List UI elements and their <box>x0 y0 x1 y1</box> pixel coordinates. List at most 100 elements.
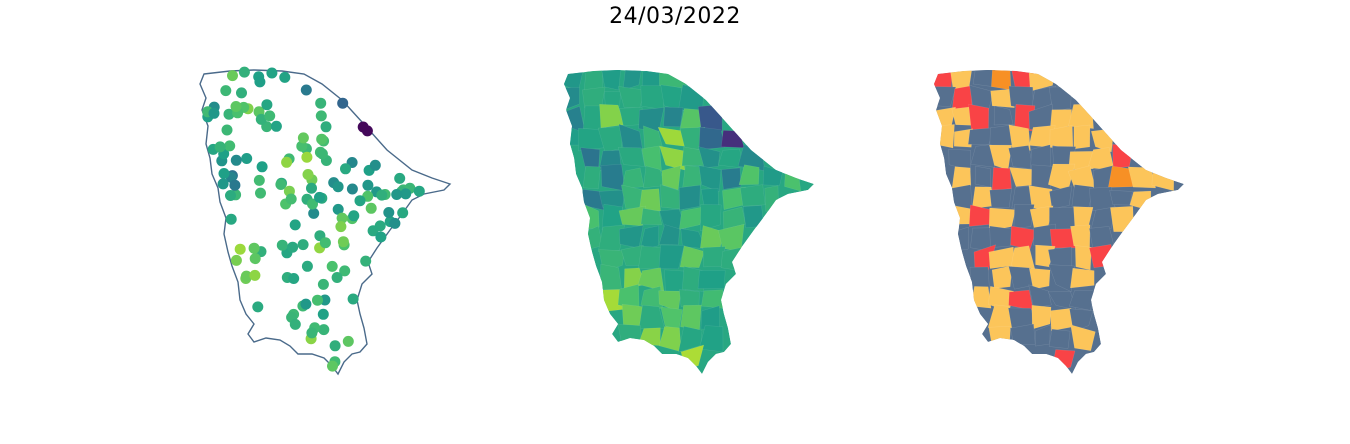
municipality-region <box>1090 206 1116 230</box>
station-point <box>369 159 381 171</box>
station-point <box>312 294 323 306</box>
station-point <box>230 101 242 112</box>
station-point <box>362 179 374 191</box>
municipality-region <box>948 148 971 171</box>
classified-choropleth-map <box>934 70 1184 374</box>
municipality-region <box>990 88 1015 109</box>
station-point <box>296 140 308 152</box>
station-point <box>288 273 300 284</box>
station-point <box>317 308 329 320</box>
municipality-region <box>659 70 687 89</box>
station-point <box>329 340 341 352</box>
municipality-region <box>988 325 1011 351</box>
municipality-region <box>1030 144 1052 171</box>
municipality-region <box>738 164 760 186</box>
station-point <box>276 239 288 251</box>
municipality-region <box>1127 166 1157 189</box>
station-point <box>375 231 387 243</box>
station-point <box>249 269 261 281</box>
municipality-region <box>618 224 644 249</box>
station-point <box>315 110 327 122</box>
station-point <box>297 239 309 251</box>
station-point <box>316 148 328 160</box>
station-point <box>397 207 409 219</box>
station-point <box>335 221 347 233</box>
station-point <box>327 360 338 372</box>
municipality-region <box>641 145 662 172</box>
municipality-region <box>989 225 1016 248</box>
station-point <box>261 99 273 111</box>
station-point <box>367 225 379 237</box>
station-point <box>301 260 313 272</box>
municipality-region <box>658 326 682 353</box>
municipality-region <box>973 244 997 271</box>
municipality-region <box>658 224 680 246</box>
municipality-region <box>680 304 702 330</box>
station-point <box>266 67 278 79</box>
station-point <box>354 195 366 207</box>
station-point <box>320 121 332 133</box>
municipality-region <box>721 130 745 148</box>
municipality-region <box>583 70 603 91</box>
municipality-region <box>639 225 660 251</box>
station-point <box>223 108 235 120</box>
station-point <box>227 70 238 82</box>
station-point <box>234 243 246 255</box>
municipality-region <box>658 244 685 270</box>
municipality-region <box>991 265 1013 289</box>
municipality-region <box>991 167 1012 191</box>
station-point <box>389 217 401 229</box>
municipality-region <box>1048 264 1075 293</box>
station-point <box>230 254 242 266</box>
municipality-region <box>679 245 705 268</box>
station-point <box>317 278 329 290</box>
station-point <box>337 236 349 248</box>
station-point <box>241 153 253 164</box>
municipality-region <box>698 126 726 151</box>
station-point <box>253 174 265 186</box>
municipality-region <box>951 184 973 210</box>
municipality-region <box>993 105 1014 126</box>
municipality-region <box>1010 225 1037 250</box>
municipality-region <box>660 184 684 210</box>
station-point <box>221 124 233 136</box>
station-point <box>225 213 237 225</box>
municipality-region <box>599 263 622 290</box>
station-point <box>337 97 349 109</box>
municipality-region <box>600 163 626 192</box>
station-point <box>301 151 313 163</box>
municipality-region <box>721 167 742 190</box>
municipality-region <box>1070 324 1096 351</box>
station-point <box>275 179 287 190</box>
municipality-region <box>698 325 724 353</box>
municipality-region <box>697 270 726 289</box>
station-point <box>238 66 250 78</box>
municipality-region <box>617 147 646 167</box>
municipality-region <box>1110 206 1134 232</box>
station-point <box>307 198 318 210</box>
station-point <box>218 168 230 179</box>
municipality-region <box>974 165 991 188</box>
municipality-region <box>1068 151 1095 170</box>
station-point <box>326 260 338 272</box>
municipality-region <box>1049 185 1073 209</box>
station-point <box>383 207 395 218</box>
station-point <box>287 241 299 253</box>
station-point <box>348 210 360 222</box>
municipality-region <box>1031 304 1052 330</box>
station-point <box>413 185 425 197</box>
municipality-region <box>679 206 703 230</box>
station-point <box>319 237 331 249</box>
municipality-region <box>622 70 642 91</box>
station-point <box>365 202 377 214</box>
station-point <box>255 187 266 199</box>
station-point <box>224 140 236 152</box>
station-point <box>308 207 320 219</box>
station-point <box>306 182 317 194</box>
municipality-region <box>764 185 779 212</box>
station-point <box>306 327 318 339</box>
municipality-region <box>601 70 622 91</box>
station-point <box>360 255 372 267</box>
station-point <box>400 188 412 200</box>
station-point <box>315 97 327 109</box>
